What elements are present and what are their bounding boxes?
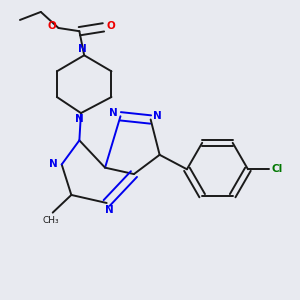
Text: N: N (78, 44, 87, 55)
Text: N: N (49, 159, 58, 170)
Text: CH₃: CH₃ (43, 216, 59, 225)
Text: N: N (75, 114, 84, 124)
Text: O: O (47, 21, 56, 32)
Text: N: N (153, 111, 162, 121)
Text: N: N (109, 108, 118, 118)
Text: O: O (106, 21, 115, 31)
Text: Cl: Cl (272, 164, 283, 174)
Text: N: N (105, 205, 114, 215)
